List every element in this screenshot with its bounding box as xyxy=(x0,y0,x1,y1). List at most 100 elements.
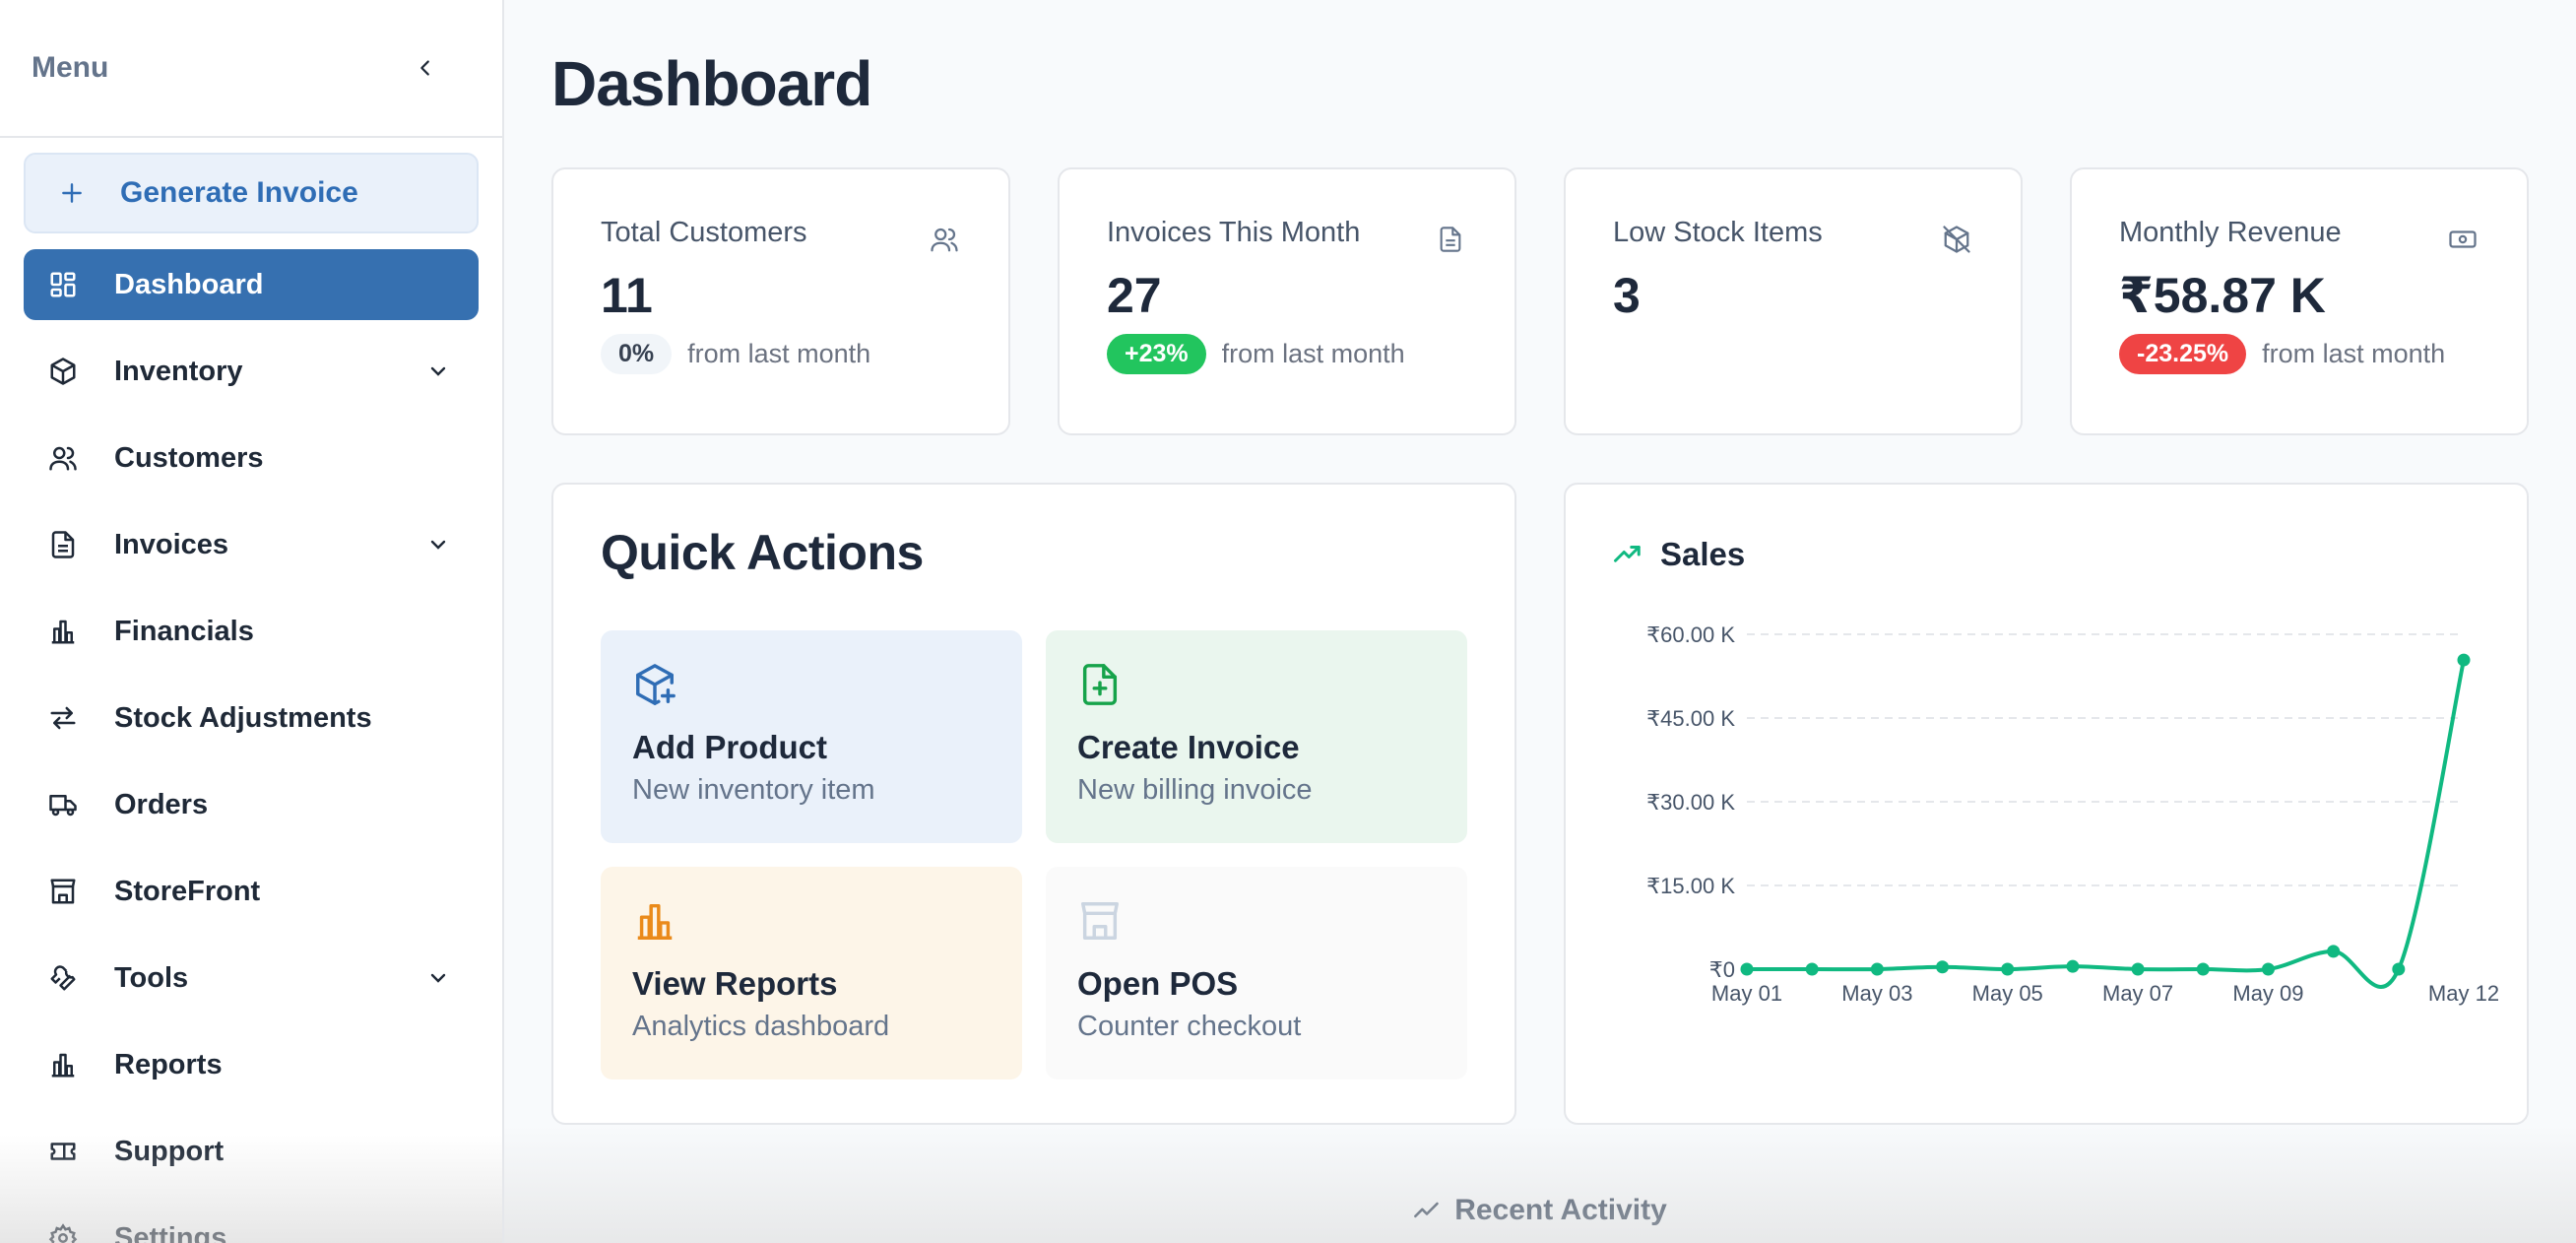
sidebar-item-label: Tools xyxy=(114,961,189,994)
data-point xyxy=(1936,960,1950,974)
store-icon xyxy=(50,879,76,904)
stat-label: Invoices This Month xyxy=(1107,217,1361,248)
sidebar-nav: Generate Invoice Dashboard Inventory Cus… xyxy=(0,138,502,1243)
banknote-icon xyxy=(2449,230,2477,248)
add-product-button[interactable]: Add Product New inventory item xyxy=(601,630,1022,843)
sidebar: Menu Generate Invoice Dashboard Inventor… xyxy=(0,0,504,1243)
sidebar-item-orders[interactable]: Orders xyxy=(24,769,479,840)
main-content: Dashboard Total Customers 11 0% from las… xyxy=(504,0,2576,1243)
x-tick-label: May 07 xyxy=(2102,981,2173,1006)
file-icon xyxy=(51,531,75,558)
stat-value: 27 xyxy=(1107,268,1162,323)
chevron-down-icon xyxy=(430,973,446,983)
sidebar-item-label: Support xyxy=(114,1135,225,1167)
tile-title: Create Invoice xyxy=(1077,729,1300,765)
create-invoice-button[interactable]: Create Invoice New billing invoice xyxy=(1046,630,1467,843)
status-badge: 0% xyxy=(601,334,673,374)
collapse-sidebar-button[interactable] xyxy=(406,48,445,88)
package-plus-icon xyxy=(636,664,676,705)
series-line xyxy=(1745,658,2466,989)
box-icon xyxy=(50,358,76,385)
arrows-icon xyxy=(50,706,76,730)
sidebar-item-inventory[interactable]: Inventory xyxy=(24,336,479,407)
stat-card-low-stock-items: Low Stock Items 3 xyxy=(1564,167,2023,435)
ticket-icon xyxy=(50,1143,76,1160)
tile-subtitle: Analytics dashboard xyxy=(632,1011,890,1042)
stat-value: 11 xyxy=(601,268,653,323)
sidebar-item-label: Inventory xyxy=(114,355,243,387)
status-badge: -23.25% xyxy=(2119,334,2247,374)
quick-actions-title: Quick Actions xyxy=(601,525,924,580)
data-point xyxy=(1870,962,1884,976)
sidebar-header: Menu xyxy=(0,0,502,138)
sidebar-title: Menu xyxy=(32,51,109,84)
stat-card-total-customers: Total Customers 11 0% from last month xyxy=(551,167,1010,435)
tile-title: Add Product xyxy=(632,729,827,765)
sales-chart-card: Sales ₹0 ₹15.00 K ₹30.00 K ₹45.00 K ₹60.00 K… xyxy=(1564,483,2529,1125)
quick-actions-card: Quick Actions Add Product New inventory … xyxy=(551,483,1516,1125)
stat-foot-text: from last month xyxy=(687,339,871,368)
chevron-down-icon xyxy=(430,366,446,376)
stat-card-invoices-this-month: Invoices This Month 27 +23% from last mo… xyxy=(1058,167,1516,435)
x-tick-label: May 05 xyxy=(1972,981,2043,1006)
bar-chart-icon xyxy=(637,903,673,940)
users-icon xyxy=(49,446,77,471)
data-point xyxy=(2196,962,2210,976)
sidebar-item-label: Dashboard xyxy=(114,268,264,300)
dashboard-icon xyxy=(50,272,76,297)
x-tick-label: May 03 xyxy=(1841,981,1912,1006)
chevron-down-icon xyxy=(430,540,446,550)
sidebar-item-label: Orders xyxy=(114,788,209,820)
stat-label: Monthly Revenue xyxy=(2119,217,2342,248)
status-badge: +23% xyxy=(1107,334,1206,374)
trending-up-icon xyxy=(1614,546,1641,562)
sidebar-item-label: Stock Adjustments xyxy=(114,701,372,734)
data-point xyxy=(1740,962,1754,976)
generate-invoice-label: Generate Invoice xyxy=(120,176,358,209)
sidebar-item-invoices[interactable]: Invoices xyxy=(24,509,479,580)
open-pos-button[interactable]: Open POS Counter checkout xyxy=(1046,867,1467,1079)
data-point xyxy=(2392,962,2406,976)
sidebar-item-label: Customers xyxy=(114,441,264,474)
truck-icon xyxy=(49,795,77,817)
page-title: Dashboard xyxy=(551,48,872,119)
data-point xyxy=(2457,653,2471,667)
recent-activity-header: Recent Activity xyxy=(504,1194,2576,1227)
users-icon xyxy=(931,228,958,252)
file-icon xyxy=(1440,227,1461,252)
x-tick-label: May 09 xyxy=(2232,981,2303,1006)
sidebar-item-label: StoreFront xyxy=(114,875,261,907)
gear-icon xyxy=(48,1223,78,1243)
data-point xyxy=(2327,945,2341,958)
sidebar-item-support[interactable]: Support xyxy=(24,1116,479,1187)
file-plus-icon xyxy=(1082,664,1118,705)
sidebar-item-tools[interactable]: Tools xyxy=(24,943,479,1014)
data-point xyxy=(2066,959,2080,973)
x-tick-label: May 12 xyxy=(2428,981,2499,1006)
tile-subtitle: New billing invoice xyxy=(1077,774,1313,806)
sidebar-item-label: Invoices xyxy=(114,528,229,560)
sidebar-item-reports[interactable]: Reports xyxy=(24,1029,479,1100)
chevron-left-icon xyxy=(420,60,429,76)
tile-subtitle: New inventory item xyxy=(632,774,875,806)
sidebar-item-financials[interactable]: Financials xyxy=(24,596,479,667)
stat-value: 3 xyxy=(1613,268,1641,323)
plus-icon xyxy=(62,183,82,203)
y-tick-label: ₹0 xyxy=(1709,957,1735,982)
generate-invoice-button[interactable]: Generate Invoice xyxy=(24,153,479,233)
sidebar-item-settings[interactable]: Settings xyxy=(24,1203,479,1243)
view-reports-button[interactable]: View Reports Analytics dashboard xyxy=(601,867,1022,1079)
trending-up-icon xyxy=(1414,1202,1439,1218)
sidebar-item-stock-adjustments[interactable]: Stock Adjustments xyxy=(24,683,479,753)
stats-row: Total Customers 11 0% from last month In… xyxy=(551,167,2529,435)
bar-chart-icon xyxy=(51,1053,75,1078)
sidebar-item-customers[interactable]: Customers xyxy=(24,423,479,493)
sidebar-item-label: Settings xyxy=(114,1221,227,1243)
sidebar-item-dashboard[interactable]: Dashboard xyxy=(24,249,479,320)
data-point xyxy=(2261,962,2275,976)
stat-label: Total Customers xyxy=(601,217,807,248)
stat-foot-text: from last month xyxy=(1221,339,1405,368)
sidebar-item-storefront[interactable]: StoreFront xyxy=(24,856,479,927)
sidebar-item-label: Financials xyxy=(114,615,254,647)
